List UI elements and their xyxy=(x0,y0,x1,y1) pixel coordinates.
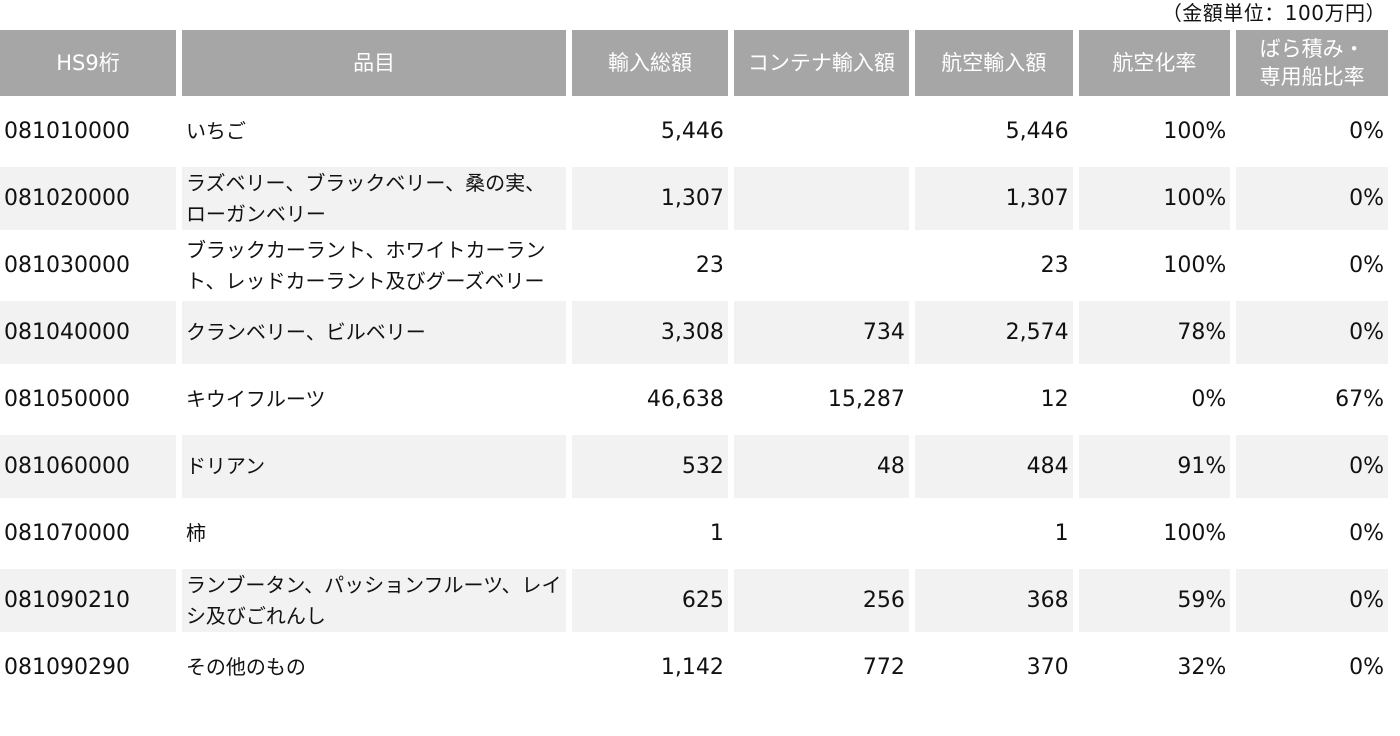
cell-item: 柿 xyxy=(181,502,567,565)
cell-air-rate: 0% xyxy=(1078,368,1231,431)
header-bulk-rate-line2: 専用船比率 xyxy=(1259,65,1365,89)
cell-air-import: 23 xyxy=(914,234,1073,297)
cell-air-rate: 100% xyxy=(1078,167,1231,230)
cell-hs-code: 081090210 xyxy=(0,569,176,632)
cell-container-import: 48 xyxy=(733,435,909,498)
table-row: 081070000 柿 1 1 100% 0% xyxy=(0,502,1388,565)
header-air-import: 航空輸入額 xyxy=(914,30,1073,96)
cell-air-rate: 91% xyxy=(1078,435,1231,498)
cell-container-import: 734 xyxy=(733,301,909,364)
cell-bulk-rate: 0% xyxy=(1236,167,1388,230)
table-row: 081090290 その他のもの 1,142 772 370 32% 0% xyxy=(0,636,1388,699)
cell-item: クランベリー、ビルベリー xyxy=(181,301,567,364)
cell-bulk-rate: 0% xyxy=(1236,569,1388,632)
cell-total-import: 5,446 xyxy=(572,100,728,163)
cell-container-import: 256 xyxy=(733,569,909,632)
cell-air-rate: 59% xyxy=(1078,569,1231,632)
cell-hs-code: 081050000 xyxy=(0,368,176,431)
cell-air-import: 2,574 xyxy=(914,301,1073,364)
cell-item: いちご xyxy=(181,100,567,163)
cell-hs-code: 081010000 xyxy=(0,100,176,163)
cell-air-rate: 100% xyxy=(1078,234,1231,297)
table-row: 081050000 キウイフルーツ 46,638 15,287 12 0% 67… xyxy=(0,368,1388,431)
cell-air-import: 368 xyxy=(914,569,1073,632)
cell-total-import: 3,308 xyxy=(572,301,728,364)
cell-container-import: 15,287 xyxy=(733,368,909,431)
cell-item: その他のもの xyxy=(181,636,567,699)
cell-total-import: 1,307 xyxy=(572,167,728,230)
header-item: 品目 xyxy=(181,30,567,96)
cell-item: キウイフルーツ xyxy=(181,368,567,431)
header-hs-code: HS9桁 xyxy=(0,30,176,96)
cell-total-import: 1,142 xyxy=(572,636,728,699)
table-row: 081060000 ドリアン 532 48 484 91% 0% xyxy=(0,435,1388,498)
cell-air-rate: 32% xyxy=(1078,636,1231,699)
cell-total-import: 532 xyxy=(572,435,728,498)
table-row: 081010000 いちご 5,446 5,446 100% 0% xyxy=(0,100,1388,163)
cell-item: ドリアン xyxy=(181,435,567,498)
unit-note: （金額単位：100万円） xyxy=(1161,1,1386,25)
cell-air-import: 370 xyxy=(914,636,1073,699)
table-row: 081040000 クランベリー、ビルベリー 3,308 734 2,574 7… xyxy=(0,301,1388,364)
cell-air-import: 5,446 xyxy=(914,100,1073,163)
import-table: HS9桁 品目 輸入総額 コンテナ輸入額 航空輸入額 航空化率 ばら積み・専用船… xyxy=(0,26,1394,703)
header-air-rate: 航空化率 xyxy=(1078,30,1231,96)
cell-total-import: 23 xyxy=(572,234,728,297)
cell-total-import: 1 xyxy=(572,502,728,565)
cell-hs-code: 081090290 xyxy=(0,636,176,699)
cell-bulk-rate: 0% xyxy=(1236,435,1388,498)
cell-hs-code: 081060000 xyxy=(0,435,176,498)
cell-hs-code: 081020000 xyxy=(0,167,176,230)
cell-bulk-rate: 0% xyxy=(1236,502,1388,565)
header-bulk-rate-line1: ばら積み・ xyxy=(1259,37,1365,61)
cell-hs-code: 081030000 xyxy=(0,234,176,297)
cell-item: ブラックカーラント、ホワイトカーラント、レッドカーラント及びグーズベリー xyxy=(181,234,567,297)
cell-air-rate: 78% xyxy=(1078,301,1231,364)
table-row: 081030000 ブラックカーラント、ホワイトカーラント、レッドカーラント及び… xyxy=(0,234,1388,297)
cell-container-import: 772 xyxy=(733,636,909,699)
cell-hs-code: 081070000 xyxy=(0,502,176,565)
cell-item: ランブータン、パッションフルーツ、レイシ及びごれんし xyxy=(181,569,567,632)
cell-container-import xyxy=(733,234,909,297)
cell-total-import: 46,638 xyxy=(572,368,728,431)
cell-bulk-rate: 0% xyxy=(1236,234,1388,297)
cell-bulk-rate: 0% xyxy=(1236,636,1388,699)
table-row: 081020000 ラズベリー、ブラックベリー、桑の実、ローガンベリー 1,30… xyxy=(0,167,1388,230)
cell-bulk-rate: 0% xyxy=(1236,301,1388,364)
cell-air-rate: 100% xyxy=(1078,100,1231,163)
cell-total-import: 625 xyxy=(572,569,728,632)
cell-item: ラズベリー、ブラックベリー、桑の実、ローガンベリー xyxy=(181,167,567,230)
cell-container-import xyxy=(733,502,909,565)
cell-bulk-rate: 67% xyxy=(1236,368,1388,431)
cell-air-import: 484 xyxy=(914,435,1073,498)
cell-container-import xyxy=(733,167,909,230)
cell-container-import xyxy=(733,100,909,163)
cell-bulk-rate: 0% xyxy=(1236,100,1388,163)
header-container-import: コンテナ輸入額 xyxy=(733,30,909,96)
cell-air-import: 1,307 xyxy=(914,167,1073,230)
header-row: HS9桁 品目 輸入総額 コンテナ輸入額 航空輸入額 航空化率 ばら積み・専用船… xyxy=(0,30,1388,96)
table-row: 081090210 ランブータン、パッションフルーツ、レイシ及びごれんし 625… xyxy=(0,569,1388,632)
header-bulk-rate: ばら積み・専用船比率 xyxy=(1236,30,1388,96)
cell-air-import: 1 xyxy=(914,502,1073,565)
cell-air-import: 12 xyxy=(914,368,1073,431)
cell-hs-code: 081040000 xyxy=(0,301,176,364)
cell-air-rate: 100% xyxy=(1078,502,1231,565)
header-total-import: 輸入総額 xyxy=(572,30,728,96)
